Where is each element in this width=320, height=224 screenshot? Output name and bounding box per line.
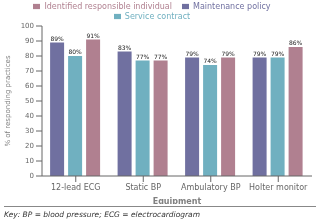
svg-text:60: 60 — [25, 82, 34, 90]
svg-text:74%: 74% — [203, 57, 217, 64]
svg-text:79%: 79% — [221, 50, 235, 57]
svg-text:0: 0 — [30, 172, 34, 180]
svg-text:70: 70 — [25, 67, 34, 75]
svg-text:Static BP: Static BP — [125, 183, 161, 192]
svg-text:86%: 86% — [289, 39, 303, 46]
svg-text:80: 80 — [25, 52, 34, 60]
svg-text:89%: 89% — [50, 35, 64, 42]
svg-text:83%: 83% — [118, 44, 132, 51]
html-text:Service contract: Service contract — [124, 12, 191, 21]
svg-text:77%: 77% — [154, 53, 168, 60]
svg-text:90: 90 — [25, 37, 34, 45]
svg-text:10: 10 — [25, 157, 34, 165]
html-text:Maintenance policy: Maintenance policy — [193, 2, 271, 11]
svg-text:91%: 91% — [86, 32, 100, 39]
svg-text:20: 20 — [25, 142, 34, 150]
svg-text:Equipment: Equipment — [153, 197, 202, 204]
svg-text:50: 50 — [25, 97, 34, 105]
html-text:Key: BP = blood pressure; ECG: Key: BP = blood pressure; ECG = electroc… — [4, 210, 200, 219]
html-text:Identified responsible individ: Identified responsible individual — [44, 2, 172, 11]
svg-text:Holter monitor: Holter monitor — [249, 183, 308, 192]
svg-text:% of responding practices: % of responding practices — [8, 55, 12, 146]
svg-text:30: 30 — [25, 127, 34, 135]
svg-text:Ambulatory BP: Ambulatory BP — [181, 183, 241, 192]
svg-text:40: 40 — [25, 112, 34, 120]
svg-text:100: 100 — [21, 22, 34, 30]
svg-text:80%: 80% — [68, 48, 82, 55]
svg-text:79%: 79% — [271, 50, 285, 57]
svg-text:12-lead ECG: 12-lead ECG — [51, 183, 101, 192]
svg-text:79%: 79% — [253, 50, 267, 57]
svg-text:79%: 79% — [185, 50, 199, 57]
svg-text:77%: 77% — [136, 53, 150, 60]
